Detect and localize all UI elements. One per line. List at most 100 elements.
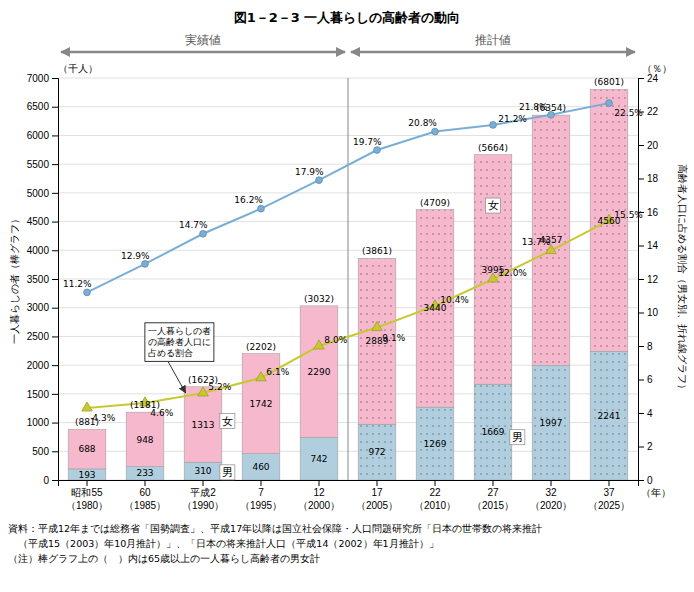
bar-label: 972 — [368, 447, 385, 457]
line-label: 15.5% — [614, 210, 643, 220]
y2-tick-label: 10 — [647, 307, 659, 318]
annotation-arrow — [168, 361, 186, 393]
y-tick-mark — [52, 480, 58, 481]
y-tick: 1000 — [27, 417, 58, 428]
x-tick: 17（2005） — [356, 480, 398, 511]
x-tick-label: 27（2015） — [472, 487, 514, 511]
x-tick-label-line: 12 — [313, 487, 325, 498]
y-tick-label: 1000 — [27, 417, 50, 428]
x-tick-mark — [145, 480, 146, 486]
x-tick-mark — [87, 480, 88, 486]
bar-label: 310 — [194, 466, 211, 476]
series-name-box: 女 — [220, 414, 235, 429]
x-tick-label-line: （2025） — [588, 500, 630, 511]
bar — [590, 351, 628, 480]
line-label: 21.8% — [519, 102, 548, 112]
point — [142, 261, 149, 268]
series-name: 女 — [488, 199, 499, 212]
series-name: 女 — [222, 415, 233, 428]
x-tick-mark — [609, 480, 610, 486]
period-divider — [348, 78, 349, 480]
point — [200, 230, 207, 237]
y-tick: 5500 — [27, 159, 58, 170]
y-tick: 5000 — [27, 188, 58, 199]
bar — [300, 306, 338, 438]
line-label: 6.1% — [266, 367, 289, 377]
y-tick: 500 — [32, 446, 58, 457]
labels: 1932333104607429721269166919972241688948… — [63, 77, 643, 479]
y2-tick-mark — [638, 145, 644, 146]
plot: 0500100015002000250030003500400045005000… — [27, 33, 672, 511]
y-tick: 2500 — [27, 331, 58, 342]
line-label: 16.2% — [234, 195, 263, 205]
y-tick-label: 5000 — [27, 188, 50, 199]
x-tick-label-line: 22 — [429, 487, 441, 498]
x-tick-mark — [377, 480, 378, 486]
y-tick-mark — [52, 135, 58, 136]
bar — [300, 437, 338, 480]
point — [314, 340, 325, 349]
bar — [184, 387, 222, 462]
x-tick-label: 平成2（1990） — [182, 487, 224, 511]
point — [490, 122, 497, 129]
annotation-line: 一人暮らしの者 — [148, 326, 211, 336]
chart: 0500100015002000250030003500400045005000… — [0, 0, 694, 592]
y2-tick-label: 14 — [647, 240, 659, 251]
y2-tick: 2 — [638, 441, 653, 452]
y-tick-label: 3500 — [27, 274, 50, 285]
series-name-frame — [220, 414, 235, 429]
line-label: 5.2% — [208, 382, 231, 392]
bar-label: 233 — [136, 468, 153, 478]
bar-label: 1313 — [192, 420, 215, 430]
y-tick-mark — [52, 279, 58, 280]
y2-tick-label: 8 — [647, 341, 653, 352]
x-tick-mark — [319, 480, 320, 486]
x-tick: 32（2020） — [530, 480, 572, 511]
annotation-line: 占める割合 — [148, 348, 193, 358]
series-name: 男 — [222, 466, 233, 479]
bar — [68, 429, 106, 469]
point — [432, 128, 439, 135]
x-tick-mark — [551, 480, 552, 486]
y-unit: （千人） — [58, 63, 98, 74]
note: （注）棒グラフ上の（ ）内は65歳以上の一人暮らし高齢者の男女計 — [8, 553, 320, 564]
annotation-frame — [145, 323, 214, 362]
title: 図1－2－3 一人暮らしの高齢者の動向 — [234, 10, 461, 25]
y-tick-label: 500 — [32, 446, 49, 457]
x-axis-line — [59, 481, 639, 487]
x-tick: 37（2025） — [588, 480, 630, 511]
bar-label: 948 — [136, 435, 153, 445]
y-tick-mark — [52, 451, 58, 452]
note: （平成15（2003）年10月推計）」、「日本の将来推計人口（平成14（2002… — [8, 538, 439, 549]
bar-label: 688 — [78, 444, 95, 454]
line-label: 10.4% — [440, 295, 469, 305]
y-tick-label: 2000 — [27, 360, 50, 371]
point — [198, 387, 209, 396]
series-name-frame — [510, 430, 525, 445]
x-tick-label-line: （1985） — [124, 500, 166, 511]
x-tick-mark — [261, 480, 262, 486]
period-label: 推計値 — [475, 33, 511, 47]
y2-tick-label: 2 — [647, 441, 653, 452]
x-tick-label-line: 平成2 — [190, 487, 216, 498]
point — [84, 289, 91, 296]
y-tick-label: 0 — [43, 475, 49, 486]
x-tick-mark — [203, 480, 204, 486]
x-tick-mark — [493, 480, 494, 486]
y2-unit: （％） — [642, 63, 672, 74]
grid — [58, 78, 638, 480]
total-label: (6801) — [594, 77, 624, 87]
y-tick-mark — [52, 164, 58, 165]
y2-tick-label: 24 — [647, 73, 659, 84]
bar-label: 2290 — [308, 367, 331, 377]
period-arrow — [61, 51, 345, 54]
x-tick-label-line: 32 — [545, 487, 557, 498]
bar-label: 1669 — [482, 427, 505, 437]
y-axis-line — [52, 79, 59, 481]
y-tick-mark — [52, 308, 58, 309]
y-tick-mark — [52, 250, 58, 251]
y2-tick-mark — [638, 346, 644, 347]
line-label: 4.3% — [92, 413, 115, 423]
y-tick-label: 2500 — [27, 331, 50, 342]
point — [374, 147, 381, 154]
